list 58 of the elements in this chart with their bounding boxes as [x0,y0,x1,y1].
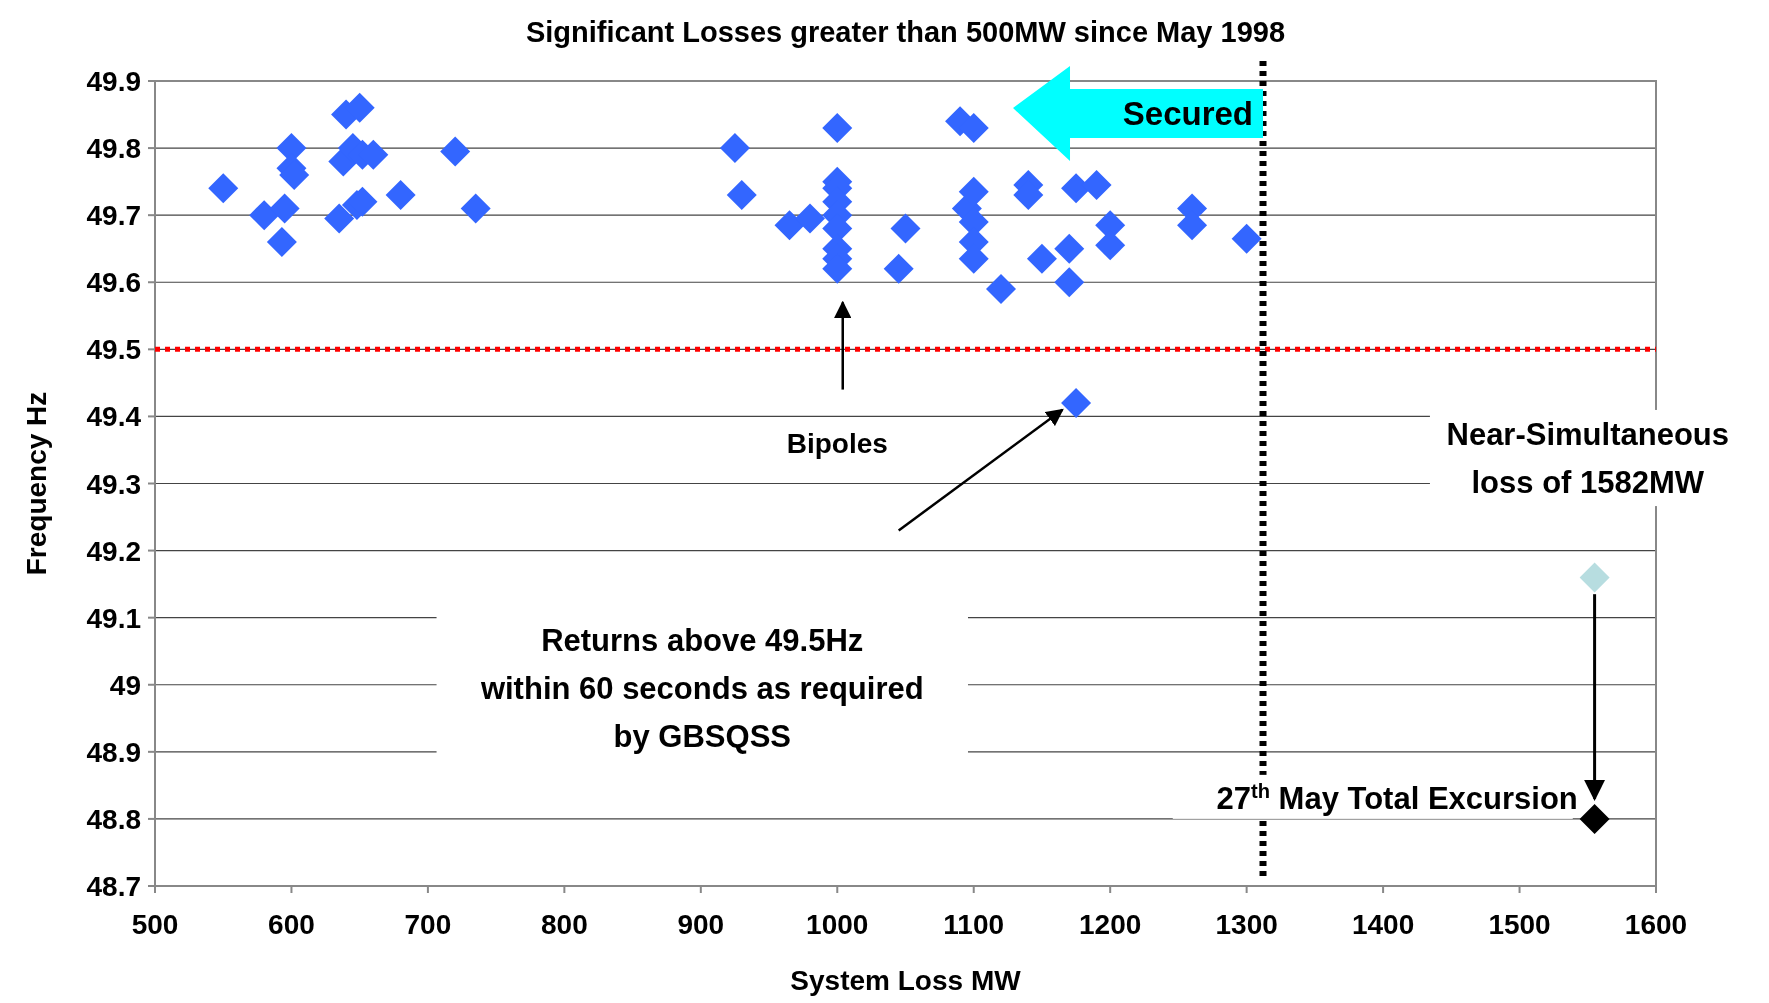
point [249,200,280,231]
point [1081,169,1112,200]
point [324,203,355,234]
x-tick-label: 1100 [943,909,1005,940]
x-tick-label: 800 [541,909,588,940]
point [266,227,297,257]
point [269,193,300,224]
y-tick-label: 48.8 [86,803,141,835]
point [1579,803,1610,834]
x-axis-title: System Loss MW [790,965,1022,996]
x-tick-label: 1000 [806,909,869,940]
y-axis-title: Frequency Hz [21,391,52,576]
y-tick-label: 49.3 [86,468,141,500]
y-tick-label: 49.1 [86,602,141,634]
point [986,273,1017,304]
point [460,193,491,224]
y-tick-label: 49.2 [86,535,141,567]
x-tick-label: 1200 [1079,909,1142,940]
point [774,210,805,241]
point [1061,388,1092,418]
annotation: Near-Simultaneous loss of 1582MW [1446,416,1730,500]
point [794,203,825,234]
x-tick-label: 600 [268,909,315,940]
annotation: 27$^{th}$ May Total Excursion [1216,779,1578,816]
x-tick-label: 1300 [1215,909,1278,940]
annotation: Returns above 49.5Hz within 60 seconds as required by GBSQSS [479,622,924,754]
y-tick-label: 48.7 [86,871,141,902]
point [890,213,921,244]
annotation: Bipoles [786,428,888,460]
y-tick-label: 49.9 [86,66,141,97]
point [208,173,239,204]
point [822,112,853,143]
point [1579,562,1610,593]
annotation: Secured [1122,95,1254,132]
y-tick-label: 49 [109,669,141,701]
point [719,133,750,164]
y-tick-label: 49.7 [86,200,141,232]
point [385,180,416,211]
point [883,253,914,284]
y-tick-label: 49.4 [86,401,142,433]
y-tick-label: 48.9 [86,736,141,768]
chart-title: Significant Losses greater than 500MW since May 1998 [525,16,1286,48]
point [1054,267,1085,298]
x-tick-label: 500 [131,909,179,940]
x-tick-label: 700 [404,909,452,940]
point [1231,223,1262,254]
point [726,180,757,211]
x-tick-label: 1500 [1488,909,1551,940]
y-tick-label: 49.8 [86,133,141,165]
x-tick-label: 1400 [1351,909,1415,940]
point [440,136,471,167]
y-tick-label: 49.6 [86,267,141,299]
x-tick-label: 1600 [1624,909,1688,940]
point [958,176,989,207]
point [1026,243,1057,274]
point [1054,233,1085,264]
x-tick-label: 900 [677,909,725,940]
y-tick-label: 49.5 [86,334,141,366]
